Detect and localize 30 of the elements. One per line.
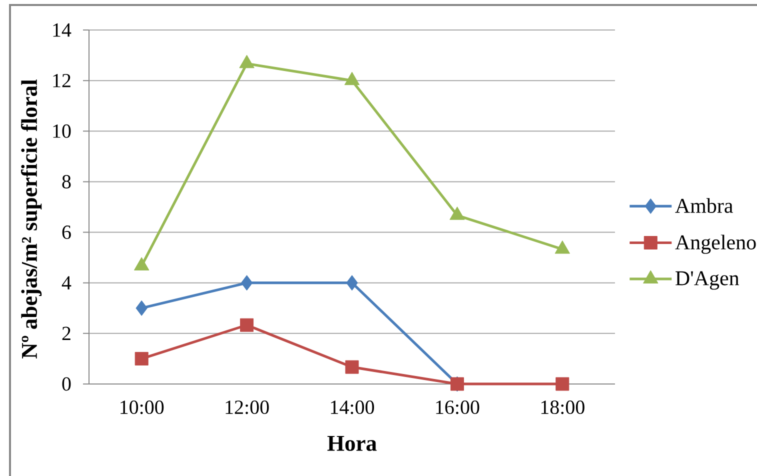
point — [450, 206, 465, 220]
y-tick-label: 6 — [62, 226, 71, 239]
point — [345, 360, 359, 374]
point — [344, 72, 360, 86]
y-tick-label: 4 — [62, 276, 72, 290]
y-tick-label: 2 — [62, 326, 70, 340]
point — [136, 300, 148, 316]
y-tick-label: 12 — [53, 74, 70, 88]
point — [346, 275, 358, 291]
x-axis-title: Hora — [327, 436, 377, 451]
legend-label: Angeleno — [675, 234, 756, 254]
x-tick-label: 18:00 — [541, 400, 584, 414]
x-tick-label: 16:00 — [436, 400, 480, 414]
legend-label: D'Agen — [676, 271, 740, 290]
point — [134, 352, 148, 366]
point — [240, 275, 253, 291]
y-tick-label: 0 — [62, 377, 71, 391]
point — [134, 257, 150, 270]
point — [556, 377, 570, 391]
point — [240, 318, 254, 332]
point — [554, 240, 570, 254]
x-tick-label: 14:00 — [330, 400, 374, 414]
y-tick-label: 14 — [53, 23, 72, 37]
point — [239, 54, 254, 68]
x-tick-label: 10:00 — [120, 400, 164, 414]
y-tick-label: 10 — [53, 124, 71, 138]
y-tick-label: 8 — [62, 174, 71, 188]
y-axis-title: Nº abejas/m² superficie floral — [20, 80, 42, 358]
legend-label: Ambra — [675, 198, 733, 213]
x-tick-label: 12:00 — [226, 400, 269, 414]
